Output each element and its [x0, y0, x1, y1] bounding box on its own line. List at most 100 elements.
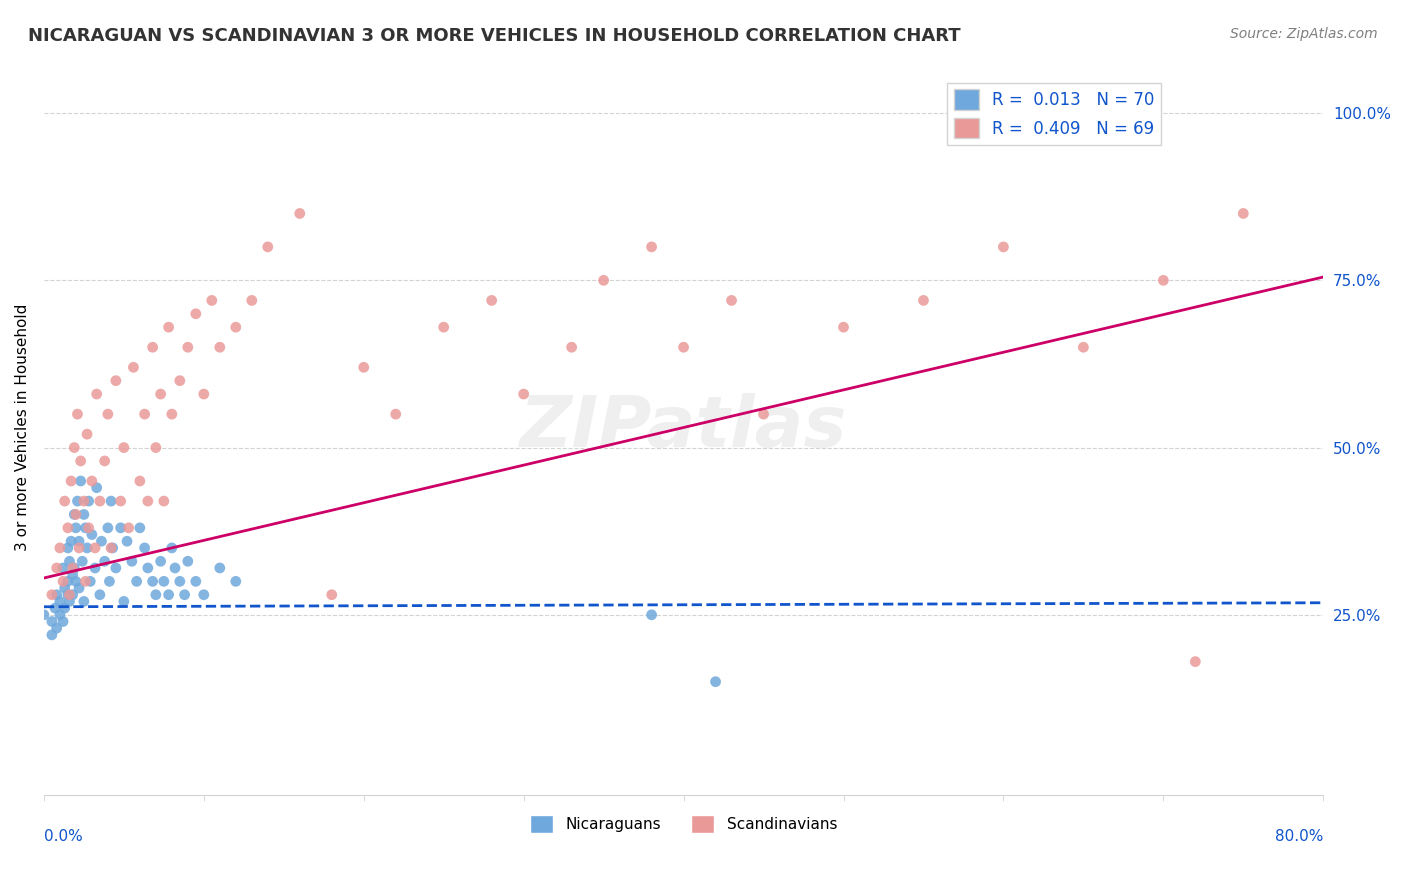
Point: [41, 628, 63, 642]
Point: [79, 574, 101, 589]
Point: [52, 574, 75, 589]
Y-axis label: 3 or more Vehicles in Household: 3 or more Vehicles in Household: [15, 304, 30, 551]
Point: [169, 374, 191, 388]
Point: [832, 320, 855, 334]
Point: [97, 407, 120, 421]
Point: [208, 561, 231, 575]
Point: [193, 588, 215, 602]
Point: [149, 554, 172, 568]
Point: [63, 508, 86, 522]
Point: [77, 521, 100, 535]
Point: [73, 594, 96, 608]
Point: [69, 454, 91, 468]
Point: [45, 588, 67, 602]
Point: [704, 674, 727, 689]
Text: 80.0%: 80.0%: [1275, 829, 1323, 844]
Point: [125, 574, 148, 589]
Point: [56, 574, 79, 589]
Point: [58, 554, 80, 568]
Point: [100, 541, 122, 555]
Point: [73, 508, 96, 522]
Point: [136, 561, 159, 575]
Point: [640, 240, 662, 254]
Point: [98, 574, 121, 589]
Point: [65, 574, 87, 589]
Point: [288, 206, 311, 220]
Point: [115, 534, 138, 549]
Point: [65, 521, 87, 535]
Point: [45, 561, 67, 575]
Point: [208, 340, 231, 354]
Point: [121, 554, 143, 568]
Point: [1152, 273, 1174, 287]
Point: [134, 407, 156, 421]
Point: [65, 508, 87, 522]
Point: [112, 594, 135, 608]
Point: [225, 574, 247, 589]
Point: [72, 554, 94, 568]
Point: [56, 521, 79, 535]
Text: ZIPatlas: ZIPatlas: [520, 393, 848, 462]
Point: [225, 320, 247, 334]
Point: [240, 293, 263, 308]
Point: [80, 474, 103, 488]
Point: [84, 541, 107, 555]
Point: [60, 474, 83, 488]
Point: [184, 307, 207, 321]
Point: [56, 541, 79, 555]
Point: [67, 541, 90, 555]
Point: [433, 320, 456, 334]
Point: [90, 534, 112, 549]
Point: [44, 601, 66, 615]
Point: [66, 494, 89, 508]
Point: [149, 387, 172, 401]
Point: [77, 494, 100, 508]
Point: [52, 615, 75, 629]
Point: [117, 521, 139, 535]
Point: [122, 360, 145, 375]
Point: [86, 481, 108, 495]
Point: [73, 494, 96, 508]
Point: [80, 527, 103, 541]
Point: [89, 494, 111, 508]
Point: [84, 561, 107, 575]
Point: [101, 541, 124, 555]
Point: [89, 588, 111, 602]
Point: [561, 340, 583, 354]
Point: [67, 534, 90, 549]
Point: [32, 607, 55, 622]
Point: [321, 588, 343, 602]
Point: [720, 293, 742, 308]
Point: [41, 588, 63, 602]
Point: [481, 293, 503, 308]
Point: [93, 454, 115, 468]
Point: [912, 293, 935, 308]
Point: [136, 494, 159, 508]
Text: Source: ZipAtlas.com: Source: ZipAtlas.com: [1230, 27, 1378, 41]
Point: [49, 607, 72, 622]
Point: [110, 494, 132, 508]
Point: [104, 561, 127, 575]
Point: [1184, 655, 1206, 669]
Point: [58, 594, 80, 608]
Point: [60, 534, 83, 549]
Point: [512, 387, 534, 401]
Point: [58, 588, 80, 602]
Point: [153, 494, 176, 508]
Point: [193, 387, 215, 401]
Point: [672, 340, 695, 354]
Point: [153, 574, 176, 589]
Point: [157, 588, 180, 602]
Point: [62, 567, 84, 582]
Point: [163, 561, 186, 575]
Text: 0.0%: 0.0%: [44, 829, 83, 844]
Point: [86, 387, 108, 401]
Point: [184, 574, 207, 589]
Point: [75, 521, 97, 535]
Point: [49, 541, 72, 555]
Point: [160, 407, 183, 421]
Point: [56, 588, 79, 602]
Point: [640, 607, 662, 622]
Point: [142, 340, 165, 354]
Point: [256, 240, 278, 254]
